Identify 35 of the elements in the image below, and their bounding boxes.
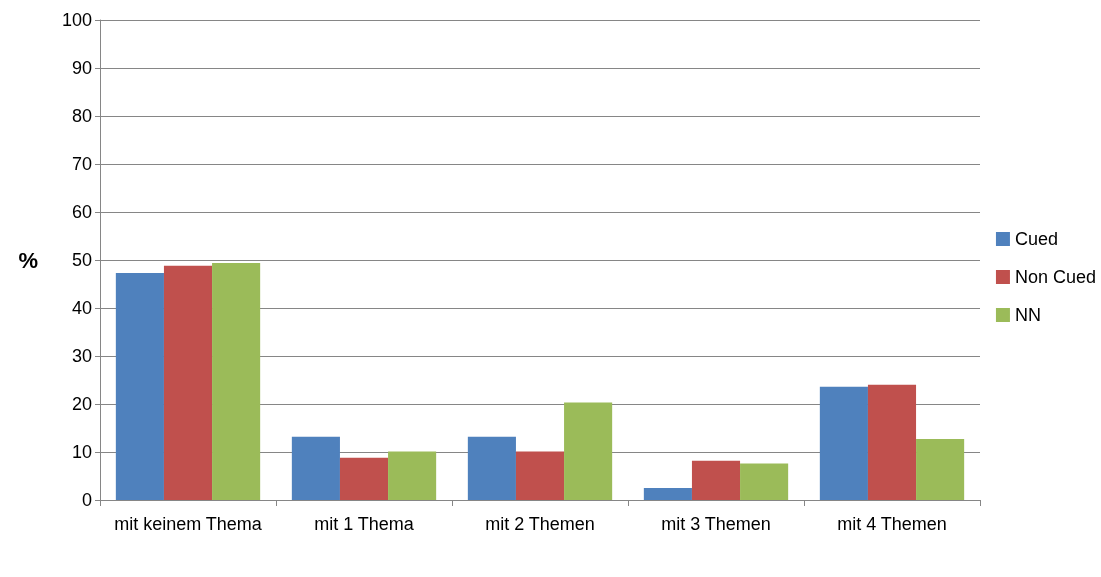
y-tick-label: 90	[71, 58, 92, 78]
bar	[339, 457, 389, 500]
bar	[819, 386, 868, 500]
x-tick-label: mit keinem Thema	[114, 514, 263, 534]
legend-label: Cued	[1014, 229, 1058, 249]
bar	[388, 451, 437, 500]
bar	[212, 262, 261, 500]
y-tick-label: 70	[71, 154, 92, 174]
bar	[115, 272, 164, 500]
y-tick-label: 30	[71, 346, 92, 366]
y-tick-label: 60	[71, 202, 92, 222]
y-tick-label: 100	[61, 10, 92, 30]
y-tick-label: 20	[71, 394, 92, 414]
bar	[291, 436, 340, 500]
legend-label: NN	[1014, 305, 1041, 325]
legend-label: Non Cued	[1014, 267, 1097, 287]
bar	[467, 436, 516, 500]
x-tick-label: mit 2 Themen	[485, 514, 595, 534]
bar	[867, 384, 917, 500]
bar	[564, 402, 613, 500]
y-tick-label: 40	[71, 298, 92, 318]
x-tick-label: mit 1 Thema	[314, 514, 415, 534]
y-axis-title: %	[18, 247, 38, 273]
bar	[691, 460, 741, 500]
y-tick-label: 10	[71, 442, 92, 462]
bar	[916, 439, 965, 500]
x-tick-label: mit 4 Themen	[837, 514, 947, 534]
y-tick-label: 0	[81, 490, 92, 510]
bar	[515, 451, 565, 500]
bar	[643, 488, 692, 500]
y-tick-label: 80	[71, 106, 92, 126]
bar	[740, 463, 789, 500]
x-tick-label: mit 3 Themen	[661, 514, 771, 534]
y-tick-label: 50	[71, 250, 92, 270]
bar	[163, 265, 213, 500]
